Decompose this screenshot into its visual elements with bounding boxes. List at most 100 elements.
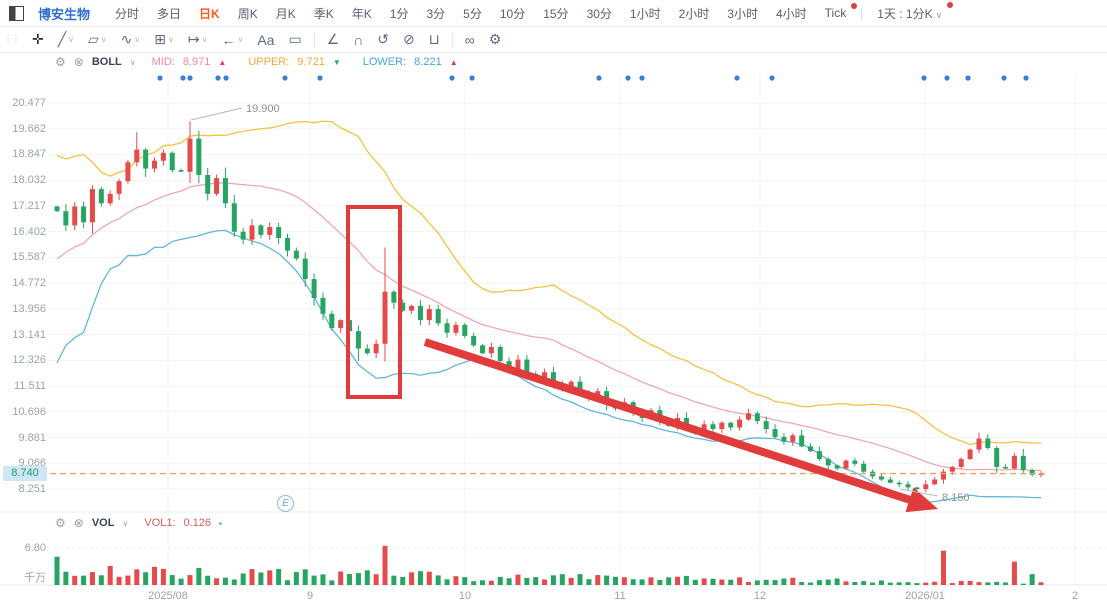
event-dot: [180, 75, 186, 81]
chevron-down-icon: ∨: [201, 35, 208, 44]
replay-tool[interactable]: ↺: [370, 31, 396, 48]
volume-bar: [1003, 582, 1009, 585]
tab-label: 周K: [237, 6, 258, 21]
tab-10分[interactable]: 10分: [491, 5, 534, 22]
text-tool[interactable]: Aa: [250, 32, 281, 48]
candle-body: [577, 381, 583, 393]
tab-4小时[interactable]: 4小时: [767, 5, 816, 22]
vol-label[interactable]: VOL: [91, 517, 115, 529]
y-axis-tick: 14.772: [12, 277, 46, 290]
candle-body: [462, 324, 468, 336]
comment-tool[interactable]: ▭: [281, 31, 308, 48]
candle-body: [187, 138, 193, 172]
volume-bar: [923, 582, 929, 585]
tab-3分[interactable]: 3分: [417, 5, 454, 22]
boll-lower-label: LOWER:: [362, 56, 407, 68]
layout-panel-icon[interactable]: [9, 5, 24, 21]
volume-bar: [861, 581, 867, 585]
tab-1分[interactable]: 1分: [381, 5, 418, 22]
measure-tool[interactable]: ↦ ∨: [181, 31, 215, 48]
trendline-tool[interactable]: ╱ ∨: [51, 31, 81, 48]
candle-body: [178, 170, 184, 172]
candle-body: [808, 446, 814, 452]
y-axis-tick: 18.847: [12, 148, 46, 161]
timeframe-tabs: 分时 多日 日K 周K 月K 季K 年K 1分 3分 5分 10分 15分 30分 1小时 2小时 3小时 4小…: [106, 0, 954, 26]
tab-5分[interactable]: 5分: [454, 5, 491, 22]
volume-bar: [612, 576, 618, 585]
tab-1天 : 1分K[interactable]: 1天 : 1分K ∨: [868, 1, 954, 22]
tab-月K[interactable]: 月K: [267, 5, 305, 22]
y-axis-tick: 19.662: [12, 122, 46, 135]
candle-body: [524, 359, 530, 374]
volume-bar: [985, 582, 991, 585]
tab-label: 10分: [499, 6, 526, 21]
tab-年K[interactable]: 年K: [343, 5, 381, 22]
tab-1小时[interactable]: 1小时: [621, 5, 670, 22]
tab-3小时[interactable]: 3小时: [718, 5, 767, 22]
tab-分时[interactable]: 分时: [106, 5, 148, 22]
candle-body: [205, 174, 211, 194]
volume-unit-label: 千万: [24, 572, 46, 584]
volume-bar: [497, 576, 503, 585]
tab-label: 分时: [115, 6, 140, 21]
volume-bar: [958, 580, 964, 585]
volume-bar: [373, 574, 379, 585]
candle-body: [196, 138, 202, 175]
volume-bar: [134, 569, 140, 585]
candle-body: [932, 479, 938, 485]
link-drawings-tool[interactable]: ∞: [458, 32, 482, 48]
candle-body: [435, 309, 441, 324]
angle-tool[interactable]: ∠: [320, 31, 347, 48]
tab-多日[interactable]: 多日: [148, 5, 190, 22]
volume-bar: [976, 582, 982, 585]
volume-bar: [692, 579, 698, 585]
tab-季K[interactable]: 季K: [305, 5, 343, 22]
wave-tool[interactable]: ∿ ∨: [114, 31, 148, 48]
vol-close-icon[interactable]: ⊗: [73, 516, 84, 530]
candle-body: [781, 436, 787, 442]
tab-15分[interactable]: 15分: [534, 5, 577, 22]
magnet-tool[interactable]: ∩: [346, 32, 370, 48]
comment-tool-icon: ▭: [288, 31, 302, 47]
tab-日K[interactable]: 日K: [190, 5, 229, 22]
delete-drawings-tool[interactable]: ⊔: [422, 31, 447, 48]
tab-30分[interactable]: 30分: [578, 5, 621, 22]
event-dot: [449, 75, 455, 81]
candle-body: [284, 238, 290, 251]
boll-close-icon[interactable]: ⊗: [73, 55, 84, 69]
boll-dropdown-icon[interactable]: ∨: [129, 57, 136, 67]
drawing-settings-icon[interactable]: ⚙: [482, 31, 509, 48]
pattern-tool[interactable]: ⊞ ∨: [147, 31, 181, 48]
event-marker-e[interactable]: E: [277, 495, 294, 512]
candle-body: [63, 211, 69, 226]
volume-bar: [763, 579, 769, 585]
candle-body: [887, 479, 893, 483]
vol-dropdown-icon[interactable]: ∨: [122, 518, 129, 528]
boll-upper-band: [56, 120, 1042, 446]
tab-label: 2小时: [678, 6, 710, 21]
stock-name[interactable]: 博安生物: [38, 6, 91, 22]
hide-drawings-tool[interactable]: ⊘: [396, 31, 422, 48]
event-dot: [965, 75, 971, 81]
y-axis-tick: 8.251: [18, 483, 46, 495]
boll-settings-icon[interactable]: ⚙: [55, 55, 66, 69]
toolbar-drag-handle[interactable]: ⋮⋮: [3, 34, 21, 45]
arrow-tool-icon: ←: [221, 31, 236, 48]
volume-bar: [683, 575, 689, 585]
boll-label[interactable]: BOLL: [91, 56, 122, 68]
vol-settings-icon[interactable]: ⚙: [55, 516, 66, 530]
volume-bar: [701, 578, 707, 585]
candle-body: [222, 178, 228, 204]
chevron-down-icon: ∨: [935, 9, 943, 20]
tab-Tick[interactable]: Tick: [816, 3, 858, 20]
tab-2小时[interactable]: 2小时: [670, 5, 719, 22]
candle-body: [878, 476, 884, 480]
tab-label: 季K: [313, 6, 334, 21]
arrow-tool[interactable]: ← ∨: [214, 32, 250, 48]
shape-tool[interactable]: ▱ ∨: [81, 31, 114, 48]
move-tool[interactable]: ✛: [25, 31, 51, 48]
volume-bar: [586, 579, 592, 585]
candle-body: [311, 279, 317, 299]
tab-周K[interactable]: 周K: [229, 5, 267, 22]
